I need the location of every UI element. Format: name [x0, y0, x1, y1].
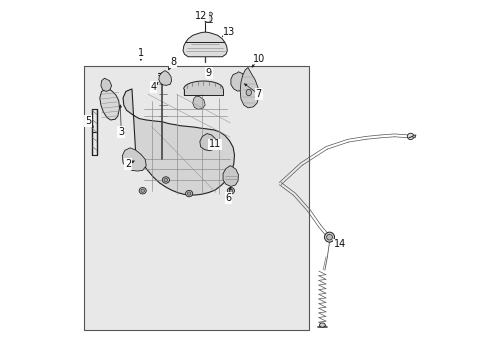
Text: 12: 12	[195, 11, 207, 21]
Ellipse shape	[162, 177, 169, 183]
Ellipse shape	[187, 192, 190, 195]
Ellipse shape	[227, 188, 234, 194]
Ellipse shape	[412, 135, 415, 138]
Polygon shape	[185, 32, 224, 45]
Text: 14: 14	[333, 239, 346, 249]
Text: 10: 10	[252, 54, 264, 64]
Text: 1: 1	[138, 48, 143, 58]
Text: 4: 4	[150, 82, 156, 92]
Polygon shape	[122, 148, 146, 171]
Text: 5: 5	[85, 116, 91, 126]
Polygon shape	[101, 78, 111, 91]
Text: 8: 8	[170, 57, 176, 67]
Ellipse shape	[185, 190, 192, 197]
Ellipse shape	[203, 15, 212, 22]
Ellipse shape	[141, 189, 144, 192]
Ellipse shape	[164, 179, 167, 181]
Ellipse shape	[326, 234, 332, 240]
Ellipse shape	[407, 133, 413, 140]
Polygon shape	[100, 89, 119, 120]
Ellipse shape	[245, 89, 251, 96]
Ellipse shape	[208, 12, 212, 16]
Text: 2: 2	[125, 159, 131, 169]
Ellipse shape	[229, 189, 232, 192]
Ellipse shape	[324, 232, 334, 242]
Ellipse shape	[139, 188, 146, 194]
Text: 11: 11	[209, 139, 221, 149]
Ellipse shape	[319, 323, 325, 327]
Text: 9: 9	[205, 68, 211, 78]
Polygon shape	[183, 42, 227, 57]
Polygon shape	[200, 134, 216, 151]
Text: 3: 3	[118, 127, 124, 137]
Polygon shape	[223, 166, 238, 186]
FancyBboxPatch shape	[83, 66, 308, 330]
Text: 13: 13	[223, 27, 235, 37]
Polygon shape	[159, 71, 171, 85]
Polygon shape	[192, 96, 205, 109]
Text: 7: 7	[255, 89, 262, 99]
Polygon shape	[240, 67, 258, 108]
Polygon shape	[230, 72, 246, 91]
Polygon shape	[123, 89, 234, 195]
Text: 6: 6	[225, 193, 231, 203]
Polygon shape	[183, 81, 223, 95]
